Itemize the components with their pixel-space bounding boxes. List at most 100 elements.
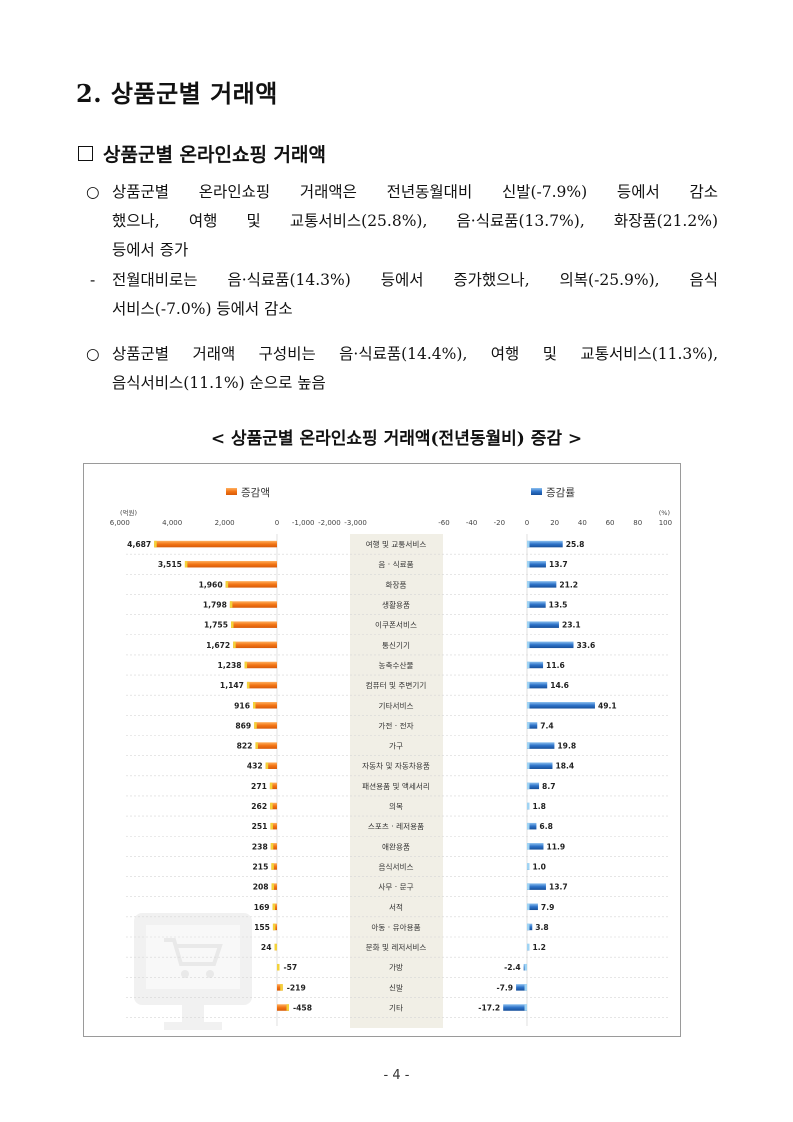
- amount-bar: [271, 863, 277, 870]
- rate-data-label: 1.8: [533, 802, 546, 811]
- rate-bar: [527, 641, 574, 649]
- x-tick-right: 80: [633, 519, 642, 527]
- amount-bar-cap: [231, 621, 234, 628]
- amount-data-label: -57: [284, 963, 298, 972]
- rate-bar: [527, 722, 538, 729]
- amount-bar-cap: [270, 843, 274, 850]
- category-label: 자동차 및 자동차용품: [362, 761, 430, 771]
- rate-data-label: 7.4: [540, 721, 553, 730]
- rate-bar: [527, 923, 533, 931]
- amount-data-label: 822: [237, 742, 253, 751]
- category-label: 스포츠 · 레저용품: [368, 822, 424, 831]
- rate-data-label: 11.9: [546, 842, 565, 851]
- amount-data-label: 1,798: [203, 601, 227, 610]
- paragraph-line: 음식서비스(11.1%) 순으로 높음: [112, 374, 326, 392]
- category-label: 통신기기: [382, 641, 410, 650]
- rate-bar-cap: [527, 702, 530, 709]
- amount-bar: [231, 621, 277, 628]
- amount-bar: [233, 641, 277, 649]
- amount-data-label: 432: [247, 762, 263, 771]
- amount-data-label: -219: [287, 983, 306, 992]
- x-tick-left: -1,000: [292, 519, 315, 527]
- rate-bar: [527, 883, 546, 890]
- rate-data-label: 6.8: [539, 822, 552, 831]
- category-label: 생활용품: [382, 600, 410, 610]
- amount-data-label: 1,672: [206, 641, 230, 650]
- amount-bar: [270, 822, 277, 830]
- rate-bar: [527, 540, 563, 548]
- x-tick-right: 100: [659, 519, 672, 527]
- paragraph-line: 등에서 증가: [112, 241, 189, 259]
- amount-bar: [255, 742, 277, 749]
- rate-data-label: 25.8: [566, 540, 585, 549]
- amount-bar-cap: [255, 742, 258, 749]
- rate-bar-cap: [527, 923, 530, 931]
- x-tick-right: -40: [466, 519, 477, 527]
- rate-data-label: 33.6: [577, 641, 596, 650]
- amount-bar-cap: [233, 641, 236, 649]
- rate-bar-cap: [527, 762, 530, 769]
- rate-bar-cap: [527, 943, 530, 951]
- amount-data-label: 271: [251, 782, 267, 791]
- amount-data-label: 262: [251, 802, 267, 811]
- amount-bar-cap: [272, 923, 276, 931]
- rate-bar-cap: [527, 863, 530, 870]
- category-label: 애완용품: [382, 842, 410, 851]
- amount-data-label: 1,755: [204, 621, 228, 630]
- rate-bar-cap: [527, 540, 530, 548]
- amount-data-label: 1,238: [218, 661, 242, 670]
- x-tick-left: 4,000: [162, 519, 182, 527]
- rate-bar-cap: [527, 822, 530, 830]
- paragraph-1: ○ 상품군별 온라인쇼핑 거래액은 전년동월대비 신발(-7.9%) 등에서 감소…: [86, 178, 718, 265]
- amount-data-label: 3,515: [158, 560, 182, 569]
- amount-data-label: 4,687: [127, 540, 151, 549]
- page-number: - 4 -: [383, 1068, 410, 1083]
- category-label: 가구: [389, 742, 403, 751]
- rate-data-label: 1.0: [533, 862, 546, 871]
- amount-bar-cap: [277, 963, 280, 971]
- dash-marker: -: [90, 271, 96, 289]
- amount-bar: [246, 681, 277, 689]
- rate-bar: [527, 581, 557, 588]
- category-label: 기타: [389, 1004, 403, 1013]
- checkbox-icon: [78, 146, 93, 161]
- rate-bar-cap: [527, 883, 530, 890]
- amount-bar-cap: [274, 943, 277, 951]
- rate-bar: [516, 984, 527, 991]
- legend-amount: 증감액: [241, 487, 270, 499]
- category-label: 컴퓨터 및 주변기기: [366, 680, 427, 690]
- rate-bar-cap: [527, 681, 530, 689]
- rate-bar: [527, 621, 559, 628]
- amount-data-label: 155: [254, 923, 270, 932]
- rate-bar-cap: [527, 782, 530, 790]
- rate-data-label: -2.4: [504, 963, 521, 972]
- rate-bar: [527, 843, 544, 850]
- bar-chart: 증감액 증감률 (억원) (%) 6,000 4,000 2,000 0 -1,000-…: [110, 487, 672, 1030]
- rate-bar-cap: [527, 560, 530, 568]
- amount-data-label: 1,960: [199, 580, 223, 589]
- rate-bar: [527, 681, 548, 689]
- rate-data-label: -17.2: [478, 1004, 500, 1013]
- rate-bar-cap: [527, 903, 530, 911]
- paragraph-line: 했으나, 여행 및 교통서비스(25.8%), 음·식료품(13.7%), 화장…: [112, 212, 718, 230]
- rate-bar: [527, 762, 553, 769]
- amount-bar: [184, 560, 277, 568]
- amount-bar: [265, 762, 277, 769]
- x-tick-right: 40: [578, 519, 587, 527]
- category-label: 기타서비스: [379, 701, 414, 710]
- amount-bar-cap: [271, 883, 275, 890]
- rate-bar-cap: [527, 843, 530, 850]
- subsection-title: 상품군별 온라인쇼핑 거래액: [78, 140, 326, 167]
- amount-bar-cap: [265, 762, 269, 769]
- paragraph-line: 상품군별 온라인쇼핑 거래액은 전년동월대비 신발(-7.9%) 등에서 감소: [112, 183, 718, 201]
- rate-bar: [527, 742, 555, 749]
- amount-bar: [269, 782, 277, 790]
- category-label: 서적: [389, 902, 403, 912]
- rate-data-label: 7.9: [541, 903, 554, 912]
- rate-data-label: 8.7: [542, 782, 555, 791]
- x-tick-right: -20: [494, 519, 505, 527]
- amount-bar: [277, 984, 283, 991]
- amount-data-label: 916: [234, 701, 250, 710]
- legend-swatch-amount: [226, 488, 237, 495]
- category-label: 화장품: [386, 579, 407, 589]
